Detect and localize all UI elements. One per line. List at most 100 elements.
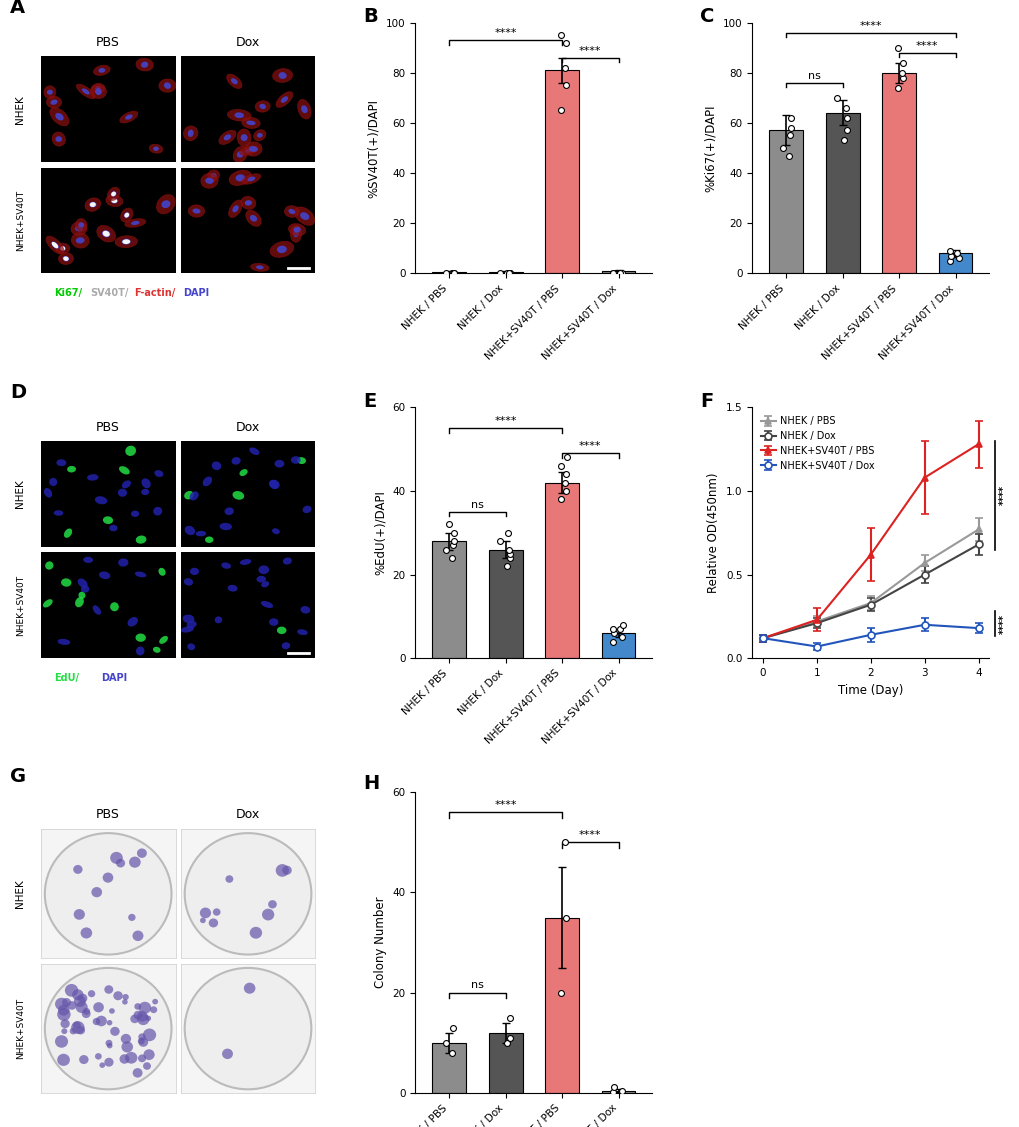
Ellipse shape <box>288 208 294 214</box>
Circle shape <box>103 872 113 882</box>
Ellipse shape <box>159 636 168 644</box>
Ellipse shape <box>190 568 199 575</box>
Point <box>611 620 628 638</box>
Ellipse shape <box>103 231 110 237</box>
Point <box>774 139 791 157</box>
Text: ****: **** <box>494 416 517 426</box>
Point <box>556 473 573 491</box>
Ellipse shape <box>301 606 310 613</box>
Ellipse shape <box>245 201 252 205</box>
Circle shape <box>125 1051 138 1064</box>
Ellipse shape <box>142 478 151 488</box>
Circle shape <box>143 1029 156 1041</box>
Bar <box>881 73 915 274</box>
Text: ns: ns <box>807 71 820 81</box>
Ellipse shape <box>249 147 258 152</box>
Text: DAPI: DAPI <box>183 289 210 299</box>
Point <box>556 59 573 77</box>
Ellipse shape <box>159 79 176 92</box>
Circle shape <box>282 866 291 875</box>
Ellipse shape <box>84 557 93 564</box>
Bar <box>601 633 635 658</box>
Ellipse shape <box>118 558 128 567</box>
Ellipse shape <box>294 207 315 225</box>
Bar <box>544 482 579 658</box>
Ellipse shape <box>187 644 195 650</box>
Circle shape <box>104 1058 113 1066</box>
Ellipse shape <box>99 68 105 73</box>
Ellipse shape <box>94 65 110 76</box>
Ellipse shape <box>232 205 238 212</box>
Circle shape <box>104 985 113 994</box>
Text: B: B <box>363 8 377 26</box>
Ellipse shape <box>85 198 101 212</box>
Bar <box>824 113 859 274</box>
Ellipse shape <box>183 126 198 141</box>
Circle shape <box>129 857 141 868</box>
Circle shape <box>60 1019 69 1028</box>
Point <box>557 908 574 926</box>
Circle shape <box>222 1048 232 1059</box>
Circle shape <box>61 1028 67 1035</box>
Ellipse shape <box>227 109 251 121</box>
Text: ****: **** <box>999 485 1008 505</box>
Ellipse shape <box>300 212 309 220</box>
Ellipse shape <box>229 170 252 186</box>
Ellipse shape <box>121 239 130 245</box>
Point <box>950 249 966 267</box>
Point <box>501 1009 518 1027</box>
Circle shape <box>105 1040 112 1046</box>
Ellipse shape <box>75 225 83 231</box>
Circle shape <box>184 968 311 1090</box>
Point <box>501 544 518 562</box>
Point <box>556 833 573 851</box>
Point <box>781 126 797 144</box>
Ellipse shape <box>284 205 299 218</box>
Ellipse shape <box>121 480 130 488</box>
Y-axis label: Relative OD(450nm): Relative OD(450nm) <box>706 472 719 593</box>
Ellipse shape <box>184 526 195 535</box>
Ellipse shape <box>261 582 269 587</box>
Point <box>445 532 462 550</box>
Point <box>612 629 629 647</box>
Circle shape <box>77 994 88 1003</box>
Ellipse shape <box>153 147 159 151</box>
Text: ****: **** <box>915 41 937 51</box>
Ellipse shape <box>240 134 248 141</box>
Ellipse shape <box>115 236 138 248</box>
Bar <box>432 1042 466 1093</box>
Text: NHEK+SV40T: NHEK+SV40T <box>16 190 24 251</box>
Circle shape <box>139 1002 151 1014</box>
Ellipse shape <box>221 562 230 569</box>
Point <box>612 265 629 283</box>
Ellipse shape <box>118 489 127 497</box>
Circle shape <box>121 1041 132 1053</box>
Ellipse shape <box>47 90 53 95</box>
Ellipse shape <box>44 488 52 498</box>
Ellipse shape <box>282 558 291 565</box>
Ellipse shape <box>45 561 53 569</box>
Ellipse shape <box>58 252 73 265</box>
Circle shape <box>55 997 68 1010</box>
Point <box>552 456 569 474</box>
Text: ****: **** <box>579 829 601 840</box>
Ellipse shape <box>205 178 214 184</box>
Y-axis label: Colony Number: Colony Number <box>374 897 386 988</box>
Ellipse shape <box>236 151 244 158</box>
Ellipse shape <box>119 467 129 474</box>
Ellipse shape <box>301 105 308 113</box>
Text: ns: ns <box>471 980 483 991</box>
Ellipse shape <box>190 491 199 500</box>
Point <box>443 549 460 567</box>
Circle shape <box>113 992 122 1001</box>
Ellipse shape <box>56 243 69 254</box>
Bar <box>937 254 971 274</box>
Circle shape <box>69 1028 76 1035</box>
Ellipse shape <box>239 469 248 476</box>
Ellipse shape <box>51 241 59 249</box>
Ellipse shape <box>131 221 140 225</box>
Point <box>838 122 854 140</box>
Text: ****: **** <box>494 800 517 809</box>
Ellipse shape <box>103 516 113 524</box>
Ellipse shape <box>82 88 90 95</box>
